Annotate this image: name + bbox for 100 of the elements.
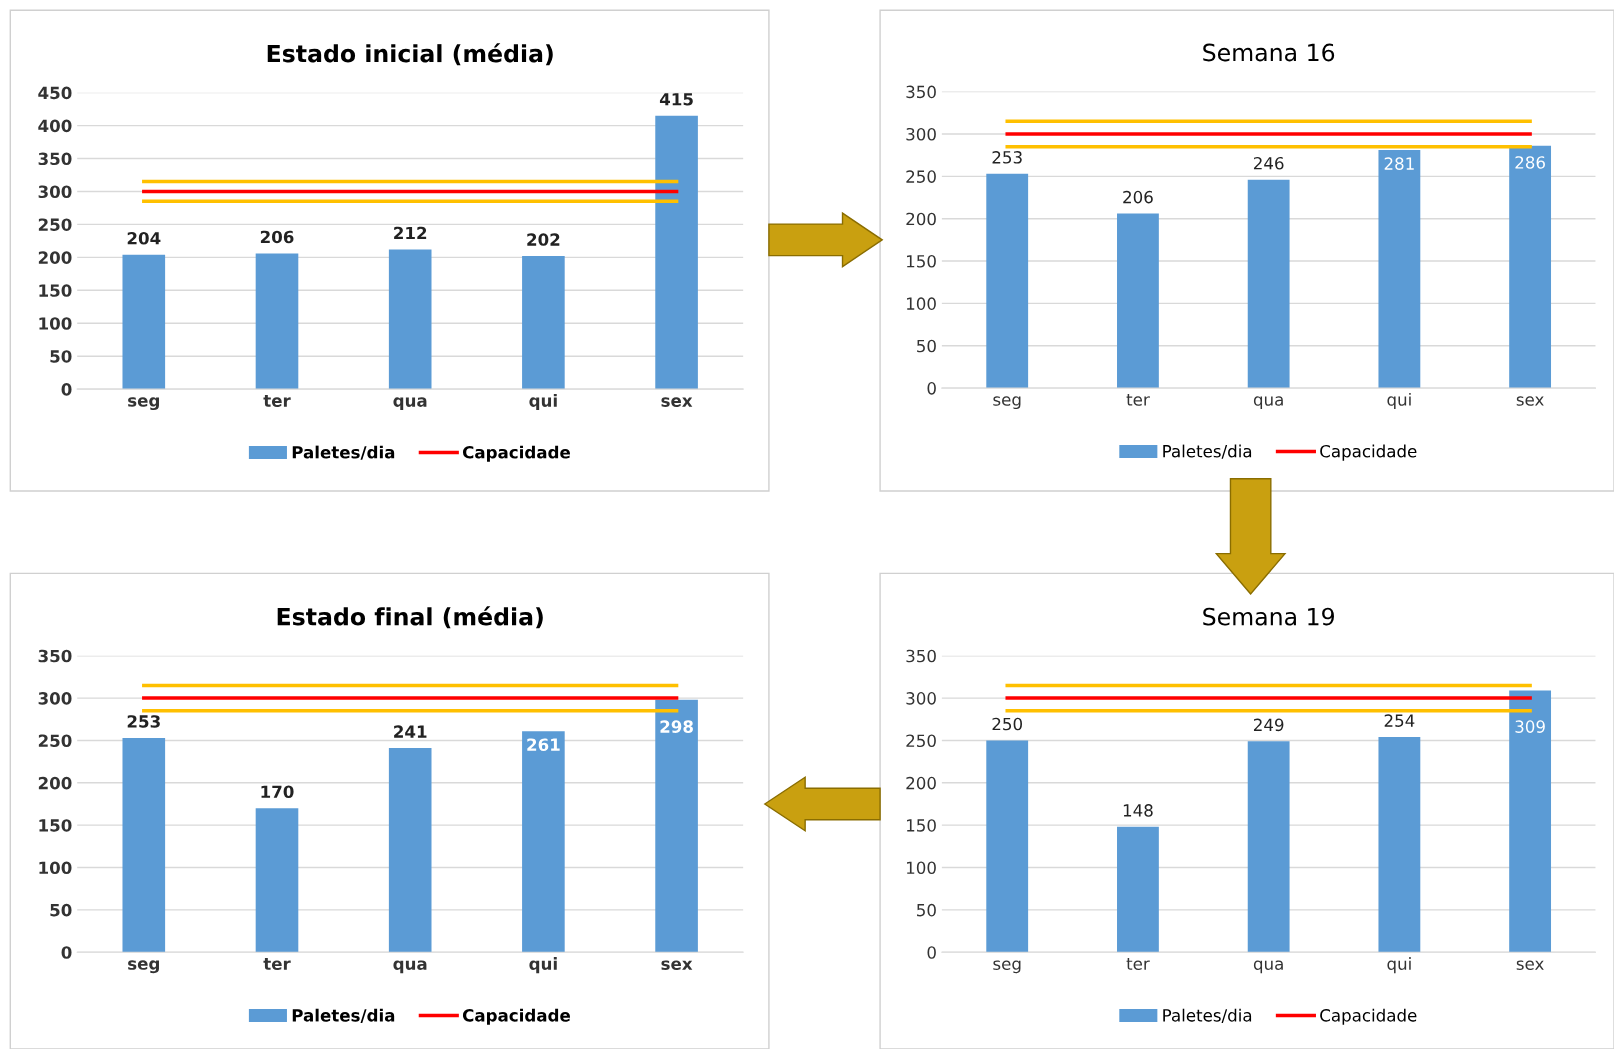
bar xyxy=(986,173,1029,389)
bar xyxy=(122,254,166,390)
bar xyxy=(655,115,698,390)
bar xyxy=(1247,741,1290,953)
legend-label: Capacidade xyxy=(462,445,570,462)
y-tick-label: 300 xyxy=(906,692,936,705)
data-label: 415 xyxy=(659,93,693,106)
x-tick-label: sex xyxy=(661,960,693,970)
bar xyxy=(388,748,432,953)
x-tick-label: seg xyxy=(128,397,159,411)
y-tick-label: 0 xyxy=(927,382,936,395)
bar xyxy=(122,737,166,953)
data-label: 253 xyxy=(992,151,1022,164)
bar xyxy=(255,253,299,390)
bar xyxy=(986,740,1029,953)
x-tick-label: ter xyxy=(263,394,291,407)
y-tick-label: 0 xyxy=(61,383,72,396)
y-tick-label: 400 xyxy=(38,119,72,133)
y-tick-label: 0 xyxy=(927,946,936,959)
chart-title: Semana 16 xyxy=(1203,43,1335,62)
x-tick-label: qui xyxy=(529,393,557,411)
legend-label: Capacidade xyxy=(1320,1008,1417,1025)
x-tick-label: qua xyxy=(393,397,427,411)
bar xyxy=(522,731,565,953)
y-tick-label: 350 xyxy=(38,152,72,166)
x-tick-label: ter xyxy=(1126,958,1150,970)
y-tick-label: 200 xyxy=(906,776,936,790)
x-tick-label: seg xyxy=(128,960,159,974)
data-label: 253 xyxy=(127,715,160,728)
y-tick-label: 300 xyxy=(38,185,72,199)
legend-label: Paletes/dia xyxy=(292,1008,395,1023)
bar xyxy=(1117,826,1159,953)
data-label: 204 xyxy=(127,231,161,245)
x-tick-label: qua xyxy=(393,960,427,974)
chart-title: Semana 19 xyxy=(1203,607,1334,626)
y-tick-label: 300 xyxy=(38,692,72,705)
y-tick-label: 200 xyxy=(906,212,936,226)
x-tick-label: sex xyxy=(661,397,693,407)
data-label: 241 xyxy=(394,725,427,738)
y-tick-label: 350 xyxy=(38,649,72,663)
y-tick-label: 50 xyxy=(917,339,936,353)
bar xyxy=(1117,213,1159,389)
data-label: 206 xyxy=(1123,190,1153,204)
y-tick-label: 250 xyxy=(38,218,72,231)
x-tick-label: qui xyxy=(529,957,557,974)
legend-label: Paletes/dia xyxy=(1163,1008,1252,1023)
data-label: 212 xyxy=(394,226,427,240)
data-label: 254 xyxy=(1384,714,1415,727)
data-label: 246 xyxy=(1253,156,1284,170)
legend-label: Paletes/dia xyxy=(1163,444,1252,459)
x-tick-label: qua xyxy=(1253,960,1283,974)
y-tick-label: 150 xyxy=(39,819,72,832)
bar xyxy=(1247,179,1290,389)
bar xyxy=(255,808,299,953)
bar xyxy=(522,256,565,390)
bar xyxy=(1509,690,1552,953)
y-tick-label: 50 xyxy=(917,903,936,917)
legend-label: Capacidade xyxy=(462,1008,570,1025)
y-tick-label: 300 xyxy=(906,127,936,141)
y-tick-label: 100 xyxy=(39,317,72,330)
chart-title: Estado final (média) xyxy=(277,606,543,629)
bar xyxy=(655,699,698,953)
y-tick-label: 100 xyxy=(907,861,936,875)
data-label: 261 xyxy=(527,738,560,751)
x-tick-label: seg xyxy=(993,396,1021,410)
x-tick-label: sex xyxy=(1516,396,1544,406)
y-tick-label: 250 xyxy=(906,170,936,183)
y-tick-label: 200 xyxy=(38,251,72,264)
y-tick-label: 0 xyxy=(61,946,72,959)
bar xyxy=(1509,145,1552,389)
data-label: 281 xyxy=(1384,157,1414,170)
x-tick-label: ter xyxy=(1126,393,1150,406)
y-tick-label: 50 xyxy=(50,350,72,363)
data-label: 148 xyxy=(1123,804,1153,817)
bar xyxy=(388,249,432,390)
y-tick-label: 250 xyxy=(906,734,936,748)
y-tick-label: 200 xyxy=(38,776,72,790)
y-tick-label: 150 xyxy=(39,284,72,297)
data-label: 309 xyxy=(1515,720,1545,733)
y-tick-label: 100 xyxy=(907,297,936,310)
y-tick-label: 150 xyxy=(907,255,936,268)
y-tick-label: 450 xyxy=(38,86,72,100)
chart-title: Estado inicial (média) xyxy=(267,43,553,66)
data-label: 286 xyxy=(1515,156,1545,169)
y-tick-label: 350 xyxy=(906,649,936,663)
data-label: 170 xyxy=(261,785,294,799)
data-label: 206 xyxy=(260,230,294,244)
x-tick-label: qua xyxy=(1253,396,1283,410)
x-tick-label: sex xyxy=(1516,960,1544,970)
bar xyxy=(1378,150,1421,389)
y-tick-label: 250 xyxy=(38,734,72,748)
legend-label: Paletes/dia xyxy=(292,445,395,460)
x-tick-label: qui xyxy=(1387,392,1411,410)
data-label: 249 xyxy=(1253,718,1284,732)
legend-label: Capacidade xyxy=(1320,444,1417,461)
x-tick-label: qui xyxy=(1387,957,1411,974)
x-tick-label: seg xyxy=(993,960,1021,974)
y-tick-label: 350 xyxy=(906,85,936,99)
data-label: 250 xyxy=(992,717,1022,731)
y-tick-label: 100 xyxy=(39,861,72,875)
